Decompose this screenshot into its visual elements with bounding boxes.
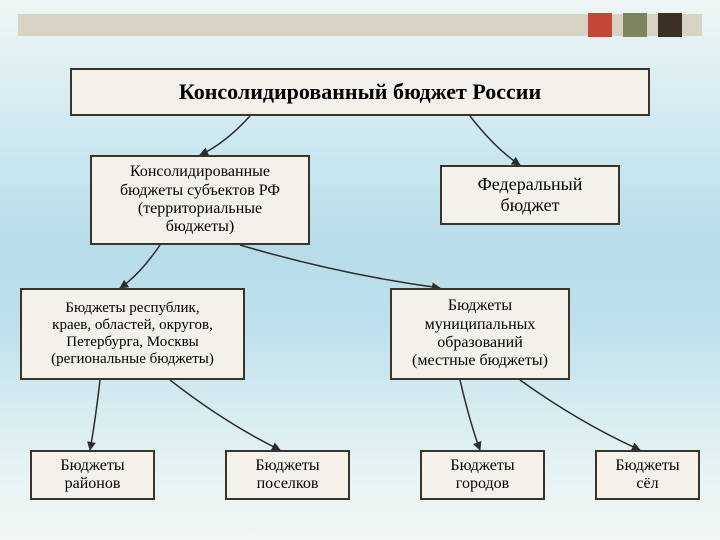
edge-l3b-l4d (520, 380, 640, 450)
node-l2a: Консолидированныебюджеты субъектов РФ(те… (90, 155, 310, 245)
decorative-topbar (18, 14, 702, 36)
accent-square-red (588, 13, 612, 37)
node-label: Бюджетыпоселков (255, 457, 319, 494)
node-l4a: Бюджетырайонов (30, 450, 155, 500)
node-root: Консолидированный бюджет России (70, 68, 650, 116)
node-label: Консолидированный бюджет России (179, 79, 541, 104)
node-l4b: Бюджетыпоселков (225, 450, 350, 500)
node-l4c: Бюджетыгородов (420, 450, 545, 500)
node-label: Бюджетымуниципальныхобразований(местные … (412, 297, 548, 371)
node-l3b: Бюджетымуниципальныхобразований(местные … (390, 288, 570, 380)
node-label: Бюджеты республик,краев, областей, округ… (51, 300, 214, 369)
accent-square-olive (623, 13, 647, 37)
edge-l3b-l4c (460, 380, 480, 450)
edge-root-l2a (200, 116, 250, 155)
edge-l2a-l3a (120, 245, 160, 288)
node-label: Бюджетырайонов (60, 457, 124, 494)
edge-l3a-l4a (90, 380, 100, 450)
edge-l3a-l4b (170, 380, 280, 450)
edge-root-l2b (470, 116, 520, 165)
node-l2b: Федеральныйбюджет (440, 165, 620, 225)
node-l3a: Бюджеты республик,краев, областей, округ… (20, 288, 245, 380)
edge-l2a-l3b (240, 245, 440, 288)
node-l4d: Бюджетысёл (595, 450, 700, 500)
node-label: Бюджетыгородов (450, 457, 514, 494)
node-label: Консолидированныебюджеты субъектов РФ(те… (120, 163, 280, 237)
node-label: Федеральныйбюджет (478, 174, 583, 215)
accent-square-brown (658, 13, 682, 37)
node-label: Бюджетысёл (615, 457, 679, 494)
